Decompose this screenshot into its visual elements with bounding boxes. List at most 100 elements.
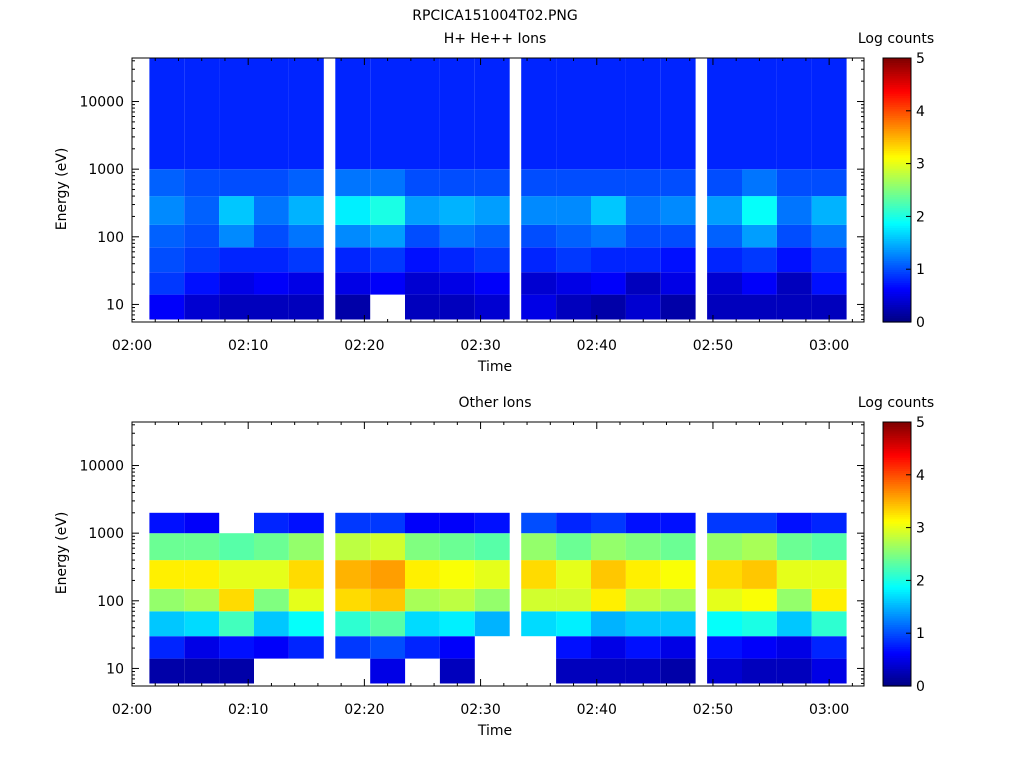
heatmap-cell [625, 169, 661, 197]
heatmap-cell [335, 196, 371, 225]
heatmap-cell [184, 196, 220, 225]
heatmap-cell [254, 636, 289, 659]
heatmap-cell [707, 588, 742, 612]
colorbar-segment [883, 639, 911, 643]
heatmap-cell [219, 224, 254, 248]
colorbar-segment [883, 602, 911, 606]
colorbar-segment [883, 516, 911, 520]
heatmap-cell [288, 196, 324, 225]
colorbar-tick-label: 0 [916, 679, 925, 695]
colorbar-segment [883, 648, 911, 652]
heatmap-cell [556, 169, 591, 197]
heatmap-cell [149, 533, 185, 561]
heatmap-cell [149, 196, 185, 225]
colorbar-segment [883, 457, 911, 460]
colorbar-segment [883, 501, 911, 504]
heatmap-cell [335, 224, 371, 248]
colorbar-segment [883, 681, 911, 685]
panel-other-ions: Other Ions Log counts Energy (eV) Time 0… [54, 395, 934, 739]
colorbar-segment [883, 69, 911, 72]
colorbar-tick-label: 5 [916, 415, 925, 431]
colorbar-segment [883, 300, 911, 303]
y-tick-label: 10 [106, 661, 124, 677]
y-tick-label: 10000 [79, 95, 124, 111]
colorbar-segment [883, 110, 911, 114]
colorbar-segment [883, 540, 911, 544]
heatmap-cell [254, 294, 289, 320]
colorbar-segment [883, 426, 911, 430]
colorbar-segment [883, 582, 911, 586]
heatmap-cell [591, 272, 626, 295]
colorbar-segment [883, 203, 911, 206]
colorbar-segment [883, 479, 911, 482]
heatmap-cell [439, 533, 475, 561]
colorbar-segment [883, 251, 911, 255]
y-tick-label: 1000 [88, 162, 124, 178]
colorbar-frame [882, 421, 912, 687]
heatmap-cell [439, 58, 475, 170]
heatmap-cell [288, 512, 324, 534]
heatmap-cell [591, 636, 626, 659]
heatmap-cell [254, 533, 289, 561]
heatmap-cell [335, 58, 371, 170]
heatmap-cell [556, 560, 591, 589]
heatmap-cell [742, 58, 777, 170]
heatmap-cell [474, 294, 510, 320]
heatmap-cell [707, 272, 742, 295]
colorbar-segment [883, 609, 911, 612]
colorbar-tick-label: 1 [916, 626, 925, 642]
heatmap-cell [556, 247, 591, 273]
heatmap-cell [776, 294, 812, 320]
colorbar-segment [883, 675, 911, 678]
x-tick-label: 02:50 [693, 338, 733, 354]
colorbar-segment [883, 174, 911, 178]
colorbar-segment [883, 518, 911, 522]
heatmap-cell [439, 658, 475, 684]
heatmap-cell [219, 560, 254, 589]
colorbar-segment [883, 670, 911, 674]
colorbar-segment [883, 668, 911, 672]
x-tick-label: 02:30 [460, 338, 500, 354]
heatmap-cell [521, 224, 557, 248]
colorbar-segment [883, 600, 911, 603]
heatmap-cell [335, 533, 371, 561]
heatmap-cell [474, 169, 510, 197]
colorbar-segment [883, 637, 911, 641]
colorbar-segment [883, 135, 911, 138]
heatmap-cell [149, 611, 185, 637]
colorbar-segment [883, 672, 911, 676]
heatmap-cell [521, 588, 557, 612]
colorbar-segment [883, 659, 911, 663]
heatmap-cell [219, 169, 254, 197]
colorbar-segment [883, 148, 911, 151]
heatmap-cell [625, 533, 661, 561]
heatmap-cell [184, 512, 220, 534]
colorbar-segment [883, 168, 911, 171]
heatmap-cell [474, 247, 510, 273]
colorbar-segment [883, 253, 911, 257]
colorbar-segment [883, 62, 911, 66]
heatmap-cell [707, 58, 742, 170]
colorbar-segment [883, 483, 911, 487]
colorbar-segment [883, 589, 911, 592]
heatmap-cell [288, 636, 324, 659]
colorbar-segment [883, 304, 911, 308]
colorbar-segment [883, 532, 911, 535]
heatmap-cell [776, 588, 812, 612]
heatmap-cell [184, 588, 220, 612]
colorbar-segment [883, 306, 911, 310]
colorbar-segment [883, 644, 911, 647]
heatmap-cell [707, 294, 742, 320]
heatmap-cell [660, 636, 696, 659]
colorbar-segment [883, 677, 911, 680]
heatmap-cell [405, 196, 440, 225]
colorbar-segment [883, 286, 911, 290]
heatmap-cell [660, 588, 696, 612]
heatmap-cell [474, 272, 510, 295]
heatmap-cell [776, 247, 812, 273]
heatmap-cell [405, 636, 440, 659]
heatmap-cell [219, 196, 254, 225]
x-tick-label: 02:00 [112, 338, 152, 354]
heatmap-cell [707, 658, 742, 684]
heatmap-cell [660, 611, 696, 637]
